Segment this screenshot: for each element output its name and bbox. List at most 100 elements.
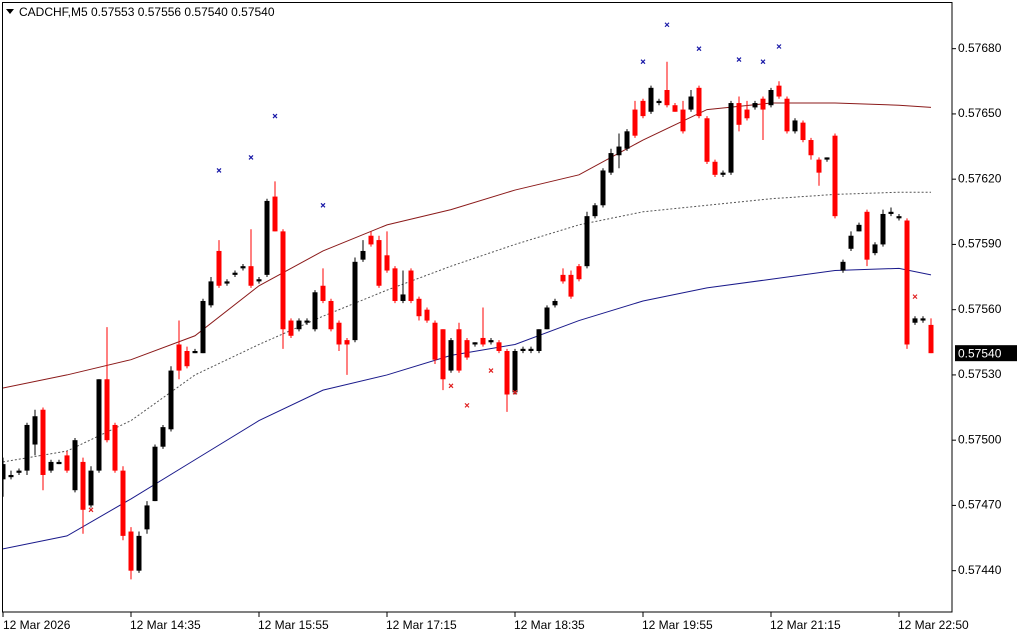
y-tick-label: 0.57440 (958, 563, 1002, 577)
candle-body (640, 100, 646, 117)
candle-body (544, 307, 550, 330)
y-tick-label: 0.57560 (958, 302, 1002, 316)
candle-body (624, 131, 630, 149)
fractal-up-glyph (216, 168, 222, 173)
fractal-up-glyph (776, 44, 782, 49)
candle-body (384, 255, 390, 271)
candle-body (744, 109, 750, 119)
candle-body (800, 122, 806, 141)
candle-body (40, 409, 46, 475)
candle-body (600, 170, 606, 206)
x-tick-label: 12 Mar 15:55 (258, 618, 329, 632)
fractal-up (736, 57, 742, 62)
candle-body (312, 292, 318, 330)
candle-body (208, 281, 214, 306)
candle-body (696, 87, 702, 117)
y-tick-label: 0.57650 (958, 106, 1002, 120)
candle-body (912, 318, 918, 323)
candle-body (520, 348, 526, 351)
candle-body (648, 87, 654, 112)
candle-body (232, 272, 238, 275)
candle-body (632, 109, 638, 136)
candle-body (712, 161, 718, 175)
fractal-up-glyph (320, 202, 326, 208)
candle-body (880, 213, 886, 245)
candle-body (400, 294, 406, 301)
candle-body (736, 103, 742, 125)
candle-body (248, 266, 254, 286)
candle-body (464, 340, 470, 358)
candle-body (592, 205, 598, 217)
candle-body (48, 461, 54, 471)
candle-body (32, 416, 38, 445)
candle-body (192, 351, 198, 354)
fractal-down-glyph (512, 389, 518, 395)
candle-body (840, 261, 846, 271)
candle-body (360, 250, 366, 260)
candle-body (688, 96, 694, 110)
x-tick-label: 12 Mar 14:35 (130, 618, 201, 632)
candle-body (424, 309, 430, 321)
x-tick-label: 12 Mar 2026 (3, 618, 71, 632)
candle-body (560, 274, 566, 282)
candle-body (72, 440, 78, 491)
candle-body (856, 224, 862, 232)
candle-body (720, 172, 726, 175)
candle-body (288, 320, 294, 336)
candle-body (240, 266, 246, 269)
candle-body (896, 216, 902, 219)
candle-body (24, 424, 30, 471)
candle-body (344, 340, 350, 345)
candle-body (16, 470, 22, 473)
fractal-down-glyph (464, 402, 470, 408)
fractal-up-glyph (272, 113, 278, 119)
candle-body (3, 464, 6, 480)
fractal-down-glyph (912, 294, 918, 300)
candle-body (512, 351, 518, 393)
fractal-down (464, 402, 470, 408)
candle-body (768, 90, 774, 106)
fractal-up (664, 22, 670, 28)
candle-body (392, 268, 398, 301)
candle-body (448, 340, 454, 371)
menu-triangle[interactable] (6, 9, 14, 14)
last-price-box (955, 345, 1017, 362)
candle-body (184, 351, 190, 367)
y-tick-label: 0.57470 (958, 498, 1002, 512)
fractal-up (776, 44, 782, 49)
candle-body (576, 266, 582, 280)
candle-body (136, 535, 142, 571)
candle-body (216, 250, 222, 286)
candle-body (456, 329, 462, 371)
candle-body (144, 505, 150, 530)
x-tick-label: 12 Mar 17:15 (386, 618, 457, 632)
candle-body (368, 235, 374, 245)
candle-body (808, 140, 814, 156)
candle-body (304, 320, 310, 323)
candle-body (352, 261, 358, 341)
candle-body (264, 200, 270, 275)
fractal-up-glyph (760, 59, 766, 65)
candle-body (680, 109, 686, 132)
fractal-up (272, 113, 278, 119)
moving-average (3, 267, 932, 550)
fractal-up-glyph (736, 57, 742, 62)
candle-body (256, 279, 262, 282)
candle-body (672, 105, 678, 112)
candle-body (608, 153, 614, 173)
candle-body (112, 424, 118, 471)
y-tick-label: 0.57500 (958, 432, 1002, 446)
fractal-up (216, 168, 222, 173)
candle-body (120, 470, 126, 536)
candle-body (224, 281, 230, 284)
candle-body (616, 146, 622, 156)
candle-body (280, 231, 286, 330)
plot-area (3, 22, 934, 580)
fractal-down-glyph (448, 383, 454, 389)
candle-body (568, 274, 574, 297)
x-tick-label: 12 Mar 21:15 (770, 618, 841, 632)
candle-body (176, 344, 182, 371)
candle-body (824, 157, 830, 160)
candle-body (296, 320, 302, 330)
